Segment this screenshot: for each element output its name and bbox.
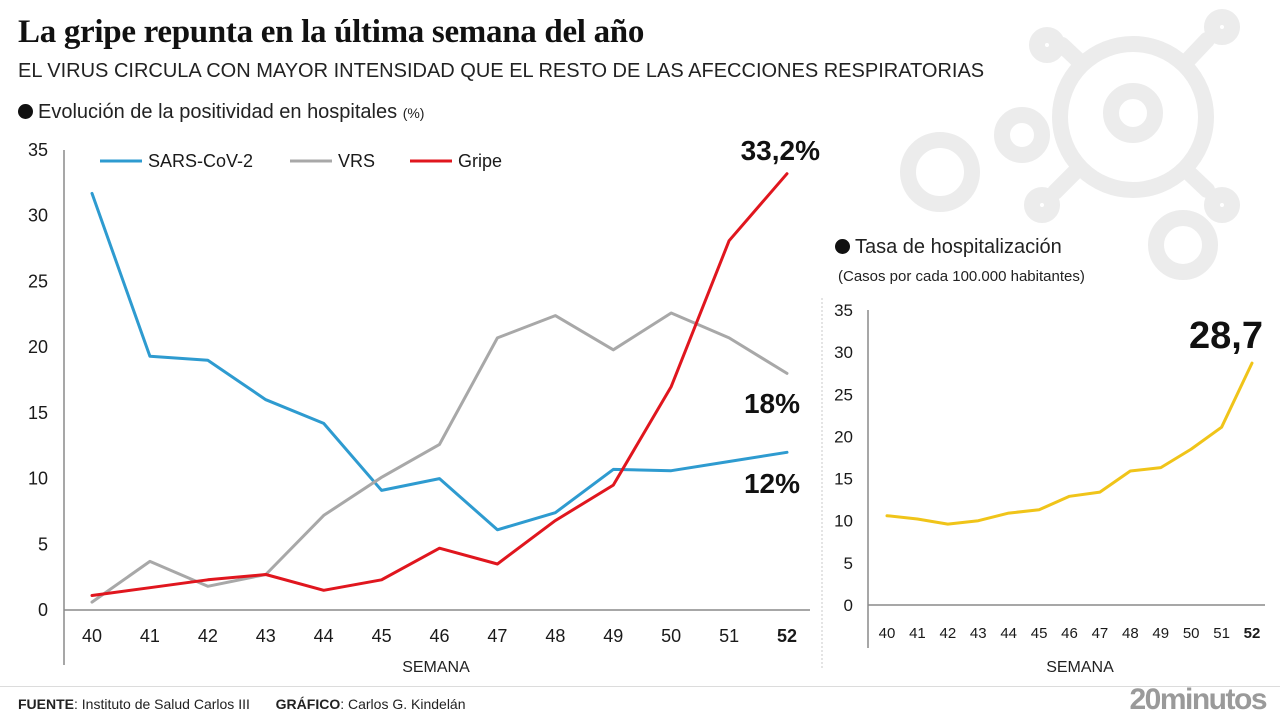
x-tick-label: 41 — [140, 626, 160, 646]
y-tick-label: 5 — [38, 534, 48, 554]
x-tick-label: 46 — [1061, 625, 1078, 642]
end-label-sars-cov-2: 12% — [744, 468, 800, 499]
left-chart-unit: (%) — [402, 105, 425, 121]
y-tick-label: 20 — [28, 337, 48, 357]
x-tick-label: 49 — [603, 626, 623, 646]
graphic-label: GRÁFICO — [275, 696, 341, 712]
legend-label: VRS — [338, 151, 375, 171]
y-tick-label: 25 — [834, 385, 853, 404]
page-subtitle: EL VIRUS CIRCULA CON MAYOR INTENSIDAD QU… — [18, 60, 985, 82]
y-tick-label: 10 — [28, 469, 48, 489]
x-tick-label: 48 — [545, 626, 565, 646]
x-axis-label: SEMANA — [1046, 659, 1114, 676]
x-tick-label: 48 — [1122, 625, 1139, 642]
y-tick-label: 25 — [28, 271, 48, 291]
series-line-vrs — [90, 311, 789, 604]
y-tick-label: 10 — [834, 512, 853, 531]
left-chart-title-text: Evolución de la positividad en hospitale… — [38, 101, 398, 123]
legend-label: SARS-CoV-2 — [148, 151, 253, 171]
x-tick-label: 50 — [661, 626, 681, 646]
graphic-value: : Carlos G. Kindelán — [340, 696, 466, 712]
y-tick-label: 0 — [844, 596, 853, 615]
x-tick-label: 50 — [1183, 625, 1200, 642]
x-axis-label: SEMANA — [402, 659, 470, 676]
legend-label: Gripe — [458, 151, 502, 171]
x-tick-label: 44 — [1000, 625, 1017, 642]
x-tick-label: 42 — [198, 626, 218, 646]
virus-icon — [900, 9, 1240, 280]
y-tick-label: 20 — [834, 427, 853, 446]
x-tick-label: 45 — [372, 626, 392, 646]
y-tick-label: 30 — [834, 343, 853, 362]
x-tick-label: 51 — [1213, 625, 1230, 642]
source-value: : Instituto de Salud Carlos III — [74, 696, 250, 712]
footer-divider — [0, 686, 1280, 687]
x-tick-label: 40 — [879, 625, 896, 642]
left-chart-title: Evolución de la positividad en hospitale… — [18, 101, 424, 124]
brand-logo: 20minutos — [1129, 683, 1267, 716]
right-chart-title-text: Tasa de hospitalización — [855, 236, 1062, 258]
x-tick-label: 44 — [314, 626, 334, 646]
series-line-gripe — [90, 172, 789, 597]
page-title: La gripe repunta en la última semana del… — [18, 14, 645, 50]
y-tick-label: 30 — [28, 206, 48, 226]
x-tick-label: 52 — [1244, 625, 1261, 642]
x-tick-label: 42 — [939, 625, 956, 642]
end-label-hospitalization: 28,7 — [1189, 315, 1263, 357]
x-tick-label: 40 — [82, 626, 102, 646]
end-label-gripe: 33,2% — [741, 135, 820, 166]
x-tick-label: 52 — [777, 626, 797, 646]
footer-credits: FUENTE: Instituto de Salud Carlos III GR… — [18, 696, 466, 712]
series-line-tasa-de-hospitalizaci-n — [885, 361, 1254, 526]
bullet-icon — [835, 239, 850, 254]
y-tick-label: 0 — [38, 600, 48, 620]
source-label: FUENTE — [18, 696, 74, 712]
y-tick-label: 5 — [844, 554, 853, 573]
x-tick-label: 43 — [970, 625, 987, 642]
x-tick-label: 47 — [1092, 625, 1109, 642]
y-tick-label: 15 — [28, 403, 48, 423]
right-chart-title: Tasa de hospitalización — [835, 236, 1062, 259]
x-tick-label: 43 — [256, 626, 276, 646]
x-tick-label: 45 — [1031, 625, 1048, 642]
x-tick-label: 41 — [909, 625, 926, 642]
end-label-vrs: 18% — [744, 388, 800, 419]
y-tick-label: 35 — [834, 301, 853, 320]
x-tick-label: 47 — [487, 626, 507, 646]
y-tick-label: 15 — [834, 470, 853, 489]
bullet-icon — [18, 104, 33, 119]
x-tick-label: 51 — [719, 626, 739, 646]
x-tick-label: 49 — [1152, 625, 1169, 642]
right-chart-note: (Casos por cada 100.000 habitantes) — [838, 268, 1085, 285]
y-tick-label: 35 — [28, 140, 48, 160]
series-line-sars-cov-2 — [90, 191, 789, 532]
x-tick-label: 46 — [429, 626, 449, 646]
